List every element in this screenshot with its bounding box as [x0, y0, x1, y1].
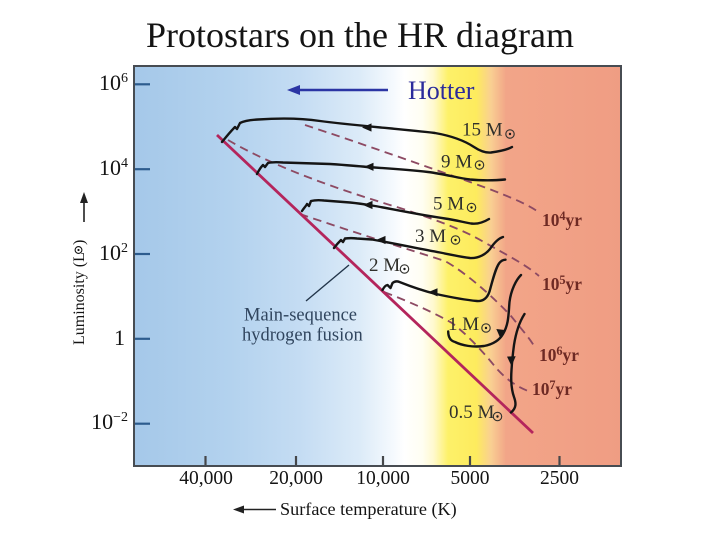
svg-text:Main-sequence: Main-sequence: [244, 306, 357, 326]
svg-text:Hotter: Hotter: [408, 76, 475, 105]
svg-text:106yr: 106yr: [539, 344, 579, 365]
svg-text:0.5 M: 0.5 M: [449, 402, 495, 423]
svg-text:15 M: 15 M: [462, 120, 503, 141]
svg-text:40,000: 40,000: [179, 468, 233, 489]
svg-text:10,000: 10,000: [356, 468, 410, 489]
svg-text:9 M: 9 M: [441, 152, 472, 173]
svg-text:10−2: 10−2: [91, 409, 128, 434]
svg-text:105yr: 105yr: [542, 273, 582, 294]
svg-text:Surface temperature (K): Surface temperature (K): [280, 499, 457, 520]
svg-text:3 M: 3 M: [415, 226, 446, 247]
svg-text:1 M: 1 M: [448, 314, 479, 335]
svg-text:5000: 5000: [451, 468, 490, 489]
svg-text:Protostars on the HR diagram: Protostars on the HR diagram: [146, 15, 574, 55]
svg-text:102: 102: [99, 240, 128, 265]
svg-text:104: 104: [99, 155, 128, 180]
svg-text:106: 106: [99, 70, 128, 95]
svg-text:107yr: 107yr: [532, 378, 572, 399]
svg-text:Luminosity (L: Luminosity (L: [71, 252, 88, 345]
svg-text:5 M: 5 M: [433, 194, 464, 215]
svg-text:2 M: 2 M: [369, 255, 400, 276]
svg-text:hydrogen fusion: hydrogen fusion: [242, 326, 363, 346]
svg-text:): ): [71, 240, 88, 245]
svg-text:20,000: 20,000: [269, 468, 323, 489]
svg-text:104yr: 104yr: [542, 209, 582, 230]
svg-text:1: 1: [114, 325, 125, 350]
svg-text:2500: 2500: [540, 468, 579, 489]
